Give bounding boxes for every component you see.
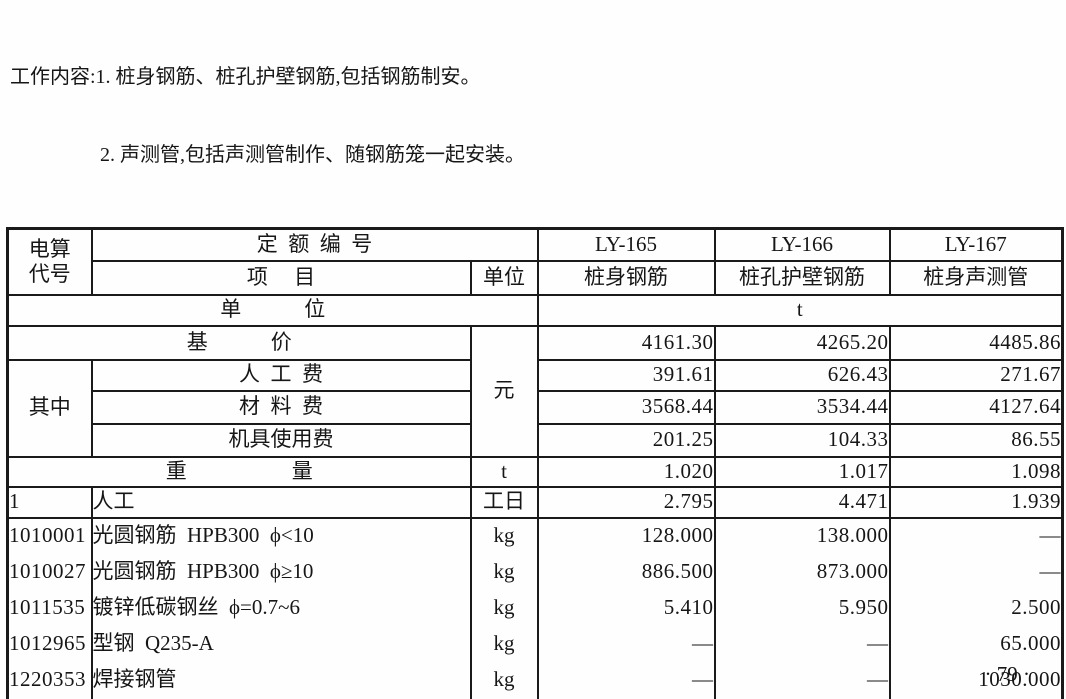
row-name: 人工	[90, 485, 472, 519]
base-price-unit: 元	[469, 324, 539, 458]
value-cell: 1.017	[713, 455, 891, 488]
value-cell: 3534.44	[713, 389, 891, 425]
material-row: 1010027 光圆钢筋 HPB300 ϕ≥10 kg 886.500 873.…	[6, 553, 1064, 590]
row-unit: kg	[469, 589, 539, 626]
value-cell: 1.098	[888, 455, 1064, 488]
row-unit: kg	[469, 625, 539, 662]
row-unit: kg	[469, 661, 539, 698]
value-cell: 271.67	[888, 358, 1064, 392]
value-cell: —	[713, 697, 891, 699]
value-cell: 4485.86	[888, 324, 1064, 361]
value-cell: 65.000	[888, 625, 1064, 662]
item-name-ly167: 桩身声测管	[888, 259, 1064, 296]
row-code: 1012965	[6, 625, 93, 662]
row-unit: 工日	[469, 485, 539, 519]
material-row: 1010001 光圆钢筋 HPB300 ϕ<10 kg 128.000 138.…	[6, 517, 1064, 554]
value-cell: —	[536, 625, 716, 662]
machinery-cost-row: 机具使用费 201.25 104.33 86.55	[8, 422, 1064, 458]
base-price-label: 基 价	[6, 324, 472, 361]
value-cell: 4.030	[536, 697, 716, 699]
material-cost-label: 材 料 费	[90, 389, 472, 425]
material-row: 1220353 焊接钢管 kg — — 1030.000	[6, 661, 1064, 698]
material-row: 1250001 钢电焊条 kg 4.030 — 3.400	[6, 697, 1064, 699]
page-number: · 79 ·	[984, 662, 1031, 686]
quota-number-header: 定 额 编 号	[90, 227, 539, 262]
labor-row: 1 人工 工日 2.795 4.471 1.939	[6, 485, 1064, 519]
value-cell: 4.471	[713, 485, 891, 519]
value-cell: —	[888, 553, 1064, 590]
row-name: 光圆钢筋 HPB300 ϕ<10	[90, 517, 472, 554]
header-row-item: 项 目 单位 桩身钢筋 桩孔护壁钢筋 桩身声测管	[8, 259, 1064, 296]
row-code: 1010001	[6, 517, 93, 554]
quota-table: 电算 代号 定 额 编 号 LY-165 LY-166 LY-167 项 目 单…	[6, 227, 1064, 699]
value-cell: 2.500	[888, 589, 1064, 626]
value-cell: 201.25	[536, 422, 716, 458]
value-cell: 4127.64	[888, 389, 1064, 425]
item-name-ly165: 桩身钢筋	[536, 259, 716, 296]
weight-unit: t	[469, 455, 539, 488]
row-name: 光圆钢筋 HPB300 ϕ≥10	[90, 553, 472, 590]
value-cell: 1.939	[888, 485, 1064, 519]
value-cell: 3.400	[888, 697, 1064, 699]
weight-row: 重 量 t 1.020 1.017 1.098	[6, 455, 1064, 488]
unit-row-label: 单 位	[6, 293, 539, 327]
row-code: 1250001	[6, 697, 93, 699]
machinery-cost-label: 机具使用费	[90, 422, 472, 458]
material-row: 1012965 型钢 Q235-A kg — — 65.000	[6, 625, 1064, 662]
row-code: 1220353	[6, 661, 93, 698]
header-row-quota-number: 电算 代号 定 额 编 号 LY-165 LY-166 LY-167	[6, 227, 1064, 296]
item-name-ly166: 桩孔护壁钢筋	[713, 259, 891, 296]
material-cost-row: 材 料 费 3568.44 3534.44 4127.64	[8, 389, 1064, 425]
value-cell: 5.410	[536, 589, 716, 626]
value-cell: 3568.44	[536, 389, 716, 425]
row-name: 焊接钢管	[90, 661, 472, 698]
row-unit: kg	[469, 517, 539, 554]
material-row: 1011535 镀锌低碳钢丝 ϕ=0.7~6 kg 5.410 5.950 2.…	[6, 589, 1064, 626]
row-code: 1	[6, 485, 93, 519]
quota-code-ly167: LY-167	[888, 227, 1064, 262]
code-column-header: 电算 代号	[6, 227, 93, 296]
value-cell: —	[888, 517, 1064, 554]
value-cell: 104.33	[713, 422, 891, 458]
value-cell: 128.000	[536, 517, 716, 554]
item-header: 项 目	[90, 259, 472, 296]
quota-code-ly165: LY-165	[536, 227, 716, 262]
value-cell: 4265.20	[713, 324, 891, 361]
quota-code-ly166: LY-166	[713, 227, 891, 262]
value-cell: 86.55	[888, 422, 1064, 458]
row-code: 1010027	[6, 553, 93, 590]
row-unit: kg	[469, 553, 539, 590]
unit-column-header: 单位	[469, 259, 539, 296]
work-content-line2: 2. 声测管,包括声测管制作、随钢筋笼一起安装。	[100, 144, 525, 166]
value-cell: 626.43	[713, 358, 891, 392]
breakdown-label: 其中	[6, 358, 93, 458]
value-cell: 873.000	[713, 553, 891, 590]
value-cell: 1030.000	[888, 661, 1064, 698]
unit-row: 单 位 t	[6, 293, 1064, 327]
row-name: 型钢 Q235-A	[90, 625, 472, 662]
value-cell: —	[536, 661, 716, 698]
row-name: 钢电焊条	[90, 697, 472, 699]
value-cell: 391.61	[536, 358, 716, 392]
work-content: 工作内容:1. 桩身钢筋、桩孔护壁钢筋,包括钢筋制安。 2. 声测管,包括声测管…	[0, 0, 1066, 220]
value-cell: 138.000	[713, 517, 891, 554]
value-cell: 4161.30	[536, 324, 716, 361]
base-price-row: 基 价 元 4161.30 4265.20 4485.86	[6, 324, 1064, 458]
value-cell: 2.795	[536, 485, 716, 519]
work-content-line1: 工作内容:1. 桩身钢筋、桩孔护壁钢筋,包括钢筋制安。	[10, 66, 481, 88]
labor-cost-row: 其中 人 工 费 391.61 626.43 271.67	[6, 358, 1064, 458]
value-cell: 1.020	[536, 455, 716, 488]
unit-row-value: t	[536, 293, 1064, 327]
weight-label: 重 量	[6, 455, 472, 488]
value-cell: 886.500	[536, 553, 716, 590]
value-cell: 5.950	[713, 589, 891, 626]
row-name: 镀锌低碳钢丝 ϕ=0.7~6	[90, 589, 472, 626]
row-unit: kg	[469, 697, 539, 699]
row-code: 1011535	[6, 589, 93, 626]
labor-cost-label: 人 工 费	[90, 358, 472, 392]
value-cell: —	[713, 625, 891, 662]
value-cell: —	[713, 661, 891, 698]
